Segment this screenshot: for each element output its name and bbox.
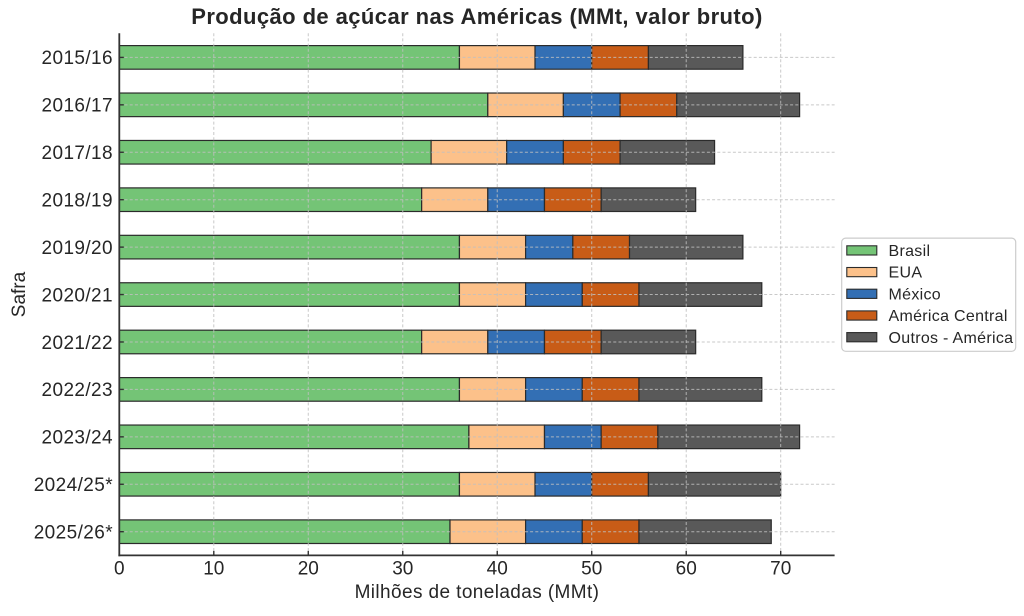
svg-text:México: México — [889, 286, 941, 303]
svg-text:60: 60 — [676, 559, 697, 580]
svg-text:Outros - América: Outros - América — [889, 330, 1014, 347]
svg-text:2022/23: 2022/23 — [42, 380, 113, 401]
svg-text:2018/19: 2018/19 — [42, 190, 113, 211]
svg-text:2016/17: 2016/17 — [42, 96, 113, 117]
svg-text:2017/18: 2017/18 — [42, 143, 113, 164]
svg-text:0: 0 — [114, 559, 125, 580]
svg-text:Produção de açúcar nas América: Produção de açúcar nas Américas (MMt, va… — [191, 4, 763, 29]
svg-text:América Central: América Central — [889, 308, 1008, 325]
svg-text:2021/22: 2021/22 — [42, 333, 113, 354]
svg-text:70: 70 — [770, 559, 791, 580]
svg-text:50: 50 — [581, 559, 602, 580]
svg-text:Safra: Safra — [9, 271, 30, 317]
svg-text:2025/26*: 2025/26* — [34, 523, 113, 544]
svg-text:2024/25*: 2024/25* — [34, 475, 113, 496]
svg-text:2023/24: 2023/24 — [42, 428, 114, 449]
svg-text:2019/20: 2019/20 — [42, 238, 113, 259]
svg-text:2020/21: 2020/21 — [42, 285, 113, 306]
svg-text:EUA: EUA — [889, 265, 923, 282]
svg-text:40: 40 — [487, 559, 508, 580]
svg-text:Brasil: Brasil — [889, 243, 931, 260]
svg-text:2015/16: 2015/16 — [42, 48, 113, 69]
svg-text:30: 30 — [392, 559, 413, 580]
svg-text:20: 20 — [298, 559, 319, 580]
svg-text:10: 10 — [203, 559, 224, 580]
svg-text:Milhões de toneladas (MMt): Milhões de toneladas (MMt) — [355, 582, 600, 603]
